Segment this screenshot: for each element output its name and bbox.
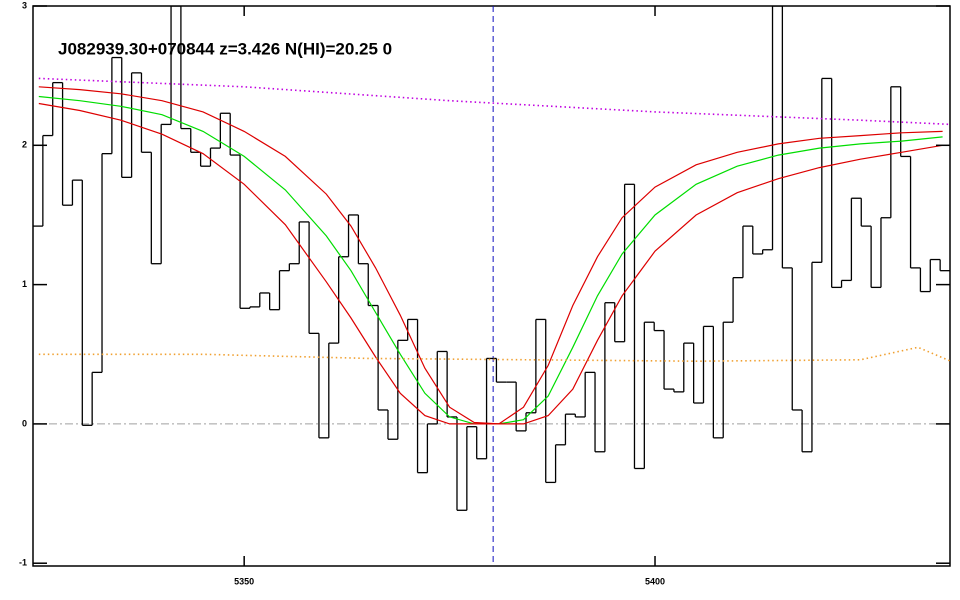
x-tick-label: 5400 [645, 576, 665, 586]
y-tick-label: -1 [19, 558, 27, 568]
chart-title: J082939.30+070844 z=3.426 N(HI)=20.25 0 [58, 39, 392, 58]
x-tick-label: 5350 [234, 576, 254, 586]
plot-area [33, 6, 950, 566]
model-curve [38, 95, 943, 425]
dotted-curve [38, 346, 950, 363]
plot-frame [32, 5, 951, 567]
y-tick-label: 2 [22, 140, 27, 150]
axes: -1 0 1 2 3 5350 5400 [19, 0, 950, 586]
y-tick-label: 3 [22, 0, 27, 10]
model-curve [38, 86, 943, 425]
y-tick-label: 0 [22, 418, 27, 428]
dotted-curve [38, 77, 950, 126]
model-curve [38, 102, 943, 425]
y-tick-label: 1 [22, 279, 27, 289]
